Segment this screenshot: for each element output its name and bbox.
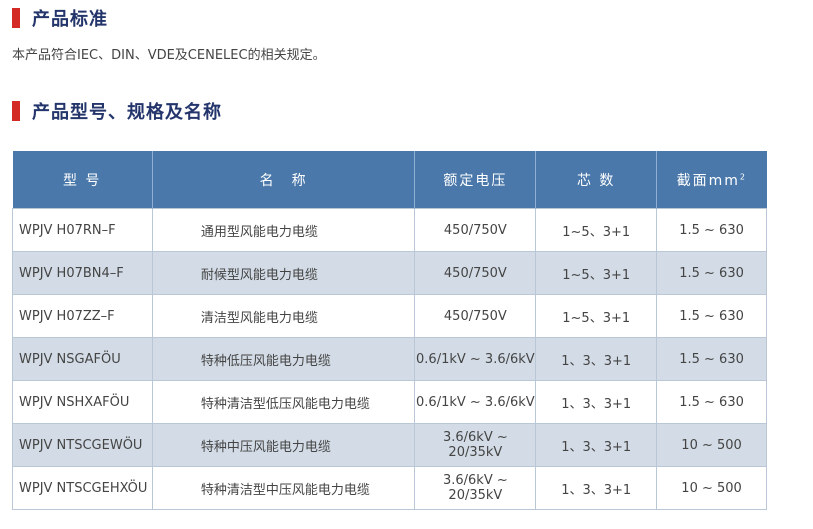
table-row: WPJV NSHXAFÖU 特种清洁型低压风能电力电缆 0.6/1kV ~ 3.6/…	[12, 380, 767, 424]
heading-marker	[12, 8, 20, 28]
cell-cores: 1、3、3+1	[535, 380, 658, 424]
cell-cores: 1、3、3+1	[535, 466, 658, 510]
cell-voltage: 450/750V	[414, 294, 537, 338]
cell-model: WPJV H07RN–F	[12, 208, 153, 252]
section-heading-models: 产品型号、规格及名称	[12, 100, 222, 123]
cell-name: 特种清洁型低压风能电力电缆	[151, 380, 416, 424]
cell-section: 10 ~ 500	[656, 466, 767, 510]
table-row: WPJV NSGAFÖU 特种低压风能电力电缆 0.6/1kV ~ 3.6/6kV 1…	[12, 337, 767, 381]
cell-cores: 1、3、3+1	[535, 423, 658, 467]
header-model: 型 号	[12, 151, 153, 209]
cell-voltage: 0.6/1kV ~ 3.6/6kV	[414, 337, 537, 381]
heading-marker	[12, 101, 20, 121]
standards-text: 本产品符合IEC、DIN、VDE及CENELEC的相关规定。	[12, 48, 326, 63]
header-name: 名 称	[152, 151, 416, 209]
cell-name: 特种低压风能电力电缆	[151, 337, 416, 381]
product-table: 型 号 名 称 额定电压 芯 数 截面mm2 WPJV H07RN–F 通用型风能…	[12, 151, 767, 510]
section-heading-standards: 产品标准	[12, 7, 108, 30]
cell-cores: 1~5、3+1	[535, 294, 658, 338]
cell-voltage: 0.6/1kV ~ 3.6/6kV	[414, 380, 537, 424]
cell-voltage: 450/750V	[414, 208, 537, 252]
heading-title: 产品标准	[32, 9, 108, 30]
cell-model: WPJV NSHXAFÖU	[12, 380, 153, 424]
cell-section: 1.5 ~ 630	[656, 294, 767, 338]
cell-name: 耐候型风能电力电缆	[151, 251, 416, 295]
header-section: 截面mm2	[656, 151, 767, 209]
cell-name: 清洁型风能电力电缆	[151, 294, 416, 338]
cell-cores: 1、3、3+1	[535, 337, 658, 381]
cell-name: 特种中压风能电力电缆	[151, 423, 416, 467]
cell-voltage: 450/750V	[414, 251, 537, 295]
cell-model: WPJV NTSCGEWÖU	[12, 423, 153, 467]
table-row: WPJV NTSCGEHXÖU 特种清洁型中压风能电力电缆 3.6/6kV ~ 20…	[12, 466, 767, 510]
table-row: WPJV H07BN4–F 耐候型风能电力电缆 450/750V 1~5、3+1 1.5…	[12, 251, 767, 295]
superscript: 2	[739, 171, 747, 181]
header-section-label: 截面mm	[676, 172, 740, 189]
cell-section: 1.5 ~ 630	[656, 337, 767, 381]
cell-cores: 1~5、3+1	[535, 251, 658, 295]
cell-section: 1.5 ~ 630	[656, 251, 767, 295]
cell-model: WPJV H07ZZ–F	[12, 294, 153, 338]
cell-section: 1.5 ~ 630	[656, 380, 767, 424]
table-row: WPJV H07RN–F 通用型风能电力电缆 450/750V 1~5、3+1 1.5 …	[12, 208, 767, 252]
cell-voltage: 3.6/6kV ~ 20/35kV	[414, 466, 537, 510]
table-header-row: 型 号 名 称 额定电压 芯 数 截面mm2	[12, 151, 767, 209]
cell-model: WPJV H07BN4–F	[12, 251, 153, 295]
table-row: WPJV NTSCGEWÖU 特种中压风能电力电缆 3.6/6kV ~ 20/35k…	[12, 423, 767, 467]
table-row: WPJV H07ZZ–F 清洁型风能电力电缆 450/750V 1~5、3+1 1.5 …	[12, 294, 767, 338]
cell-name: 特种清洁型中压风能电力电缆	[151, 466, 416, 510]
cell-model: WPJV NTSCGEHXÖU	[12, 466, 153, 510]
heading-title: 产品型号、规格及名称	[32, 102, 222, 123]
cell-section: 1.5 ~ 630	[656, 208, 767, 252]
cell-voltage: 3.6/6kV ~ 20/35kV	[414, 423, 537, 467]
header-cores: 芯 数	[535, 151, 658, 209]
cell-cores: 1~5、3+1	[535, 208, 658, 252]
cell-section: 10 ~ 500	[656, 423, 767, 467]
cell-model: WPJV NSGAFÖU	[12, 337, 153, 381]
header-voltage: 额定电压	[414, 151, 537, 209]
cell-name: 通用型风能电力电缆	[151, 208, 416, 252]
